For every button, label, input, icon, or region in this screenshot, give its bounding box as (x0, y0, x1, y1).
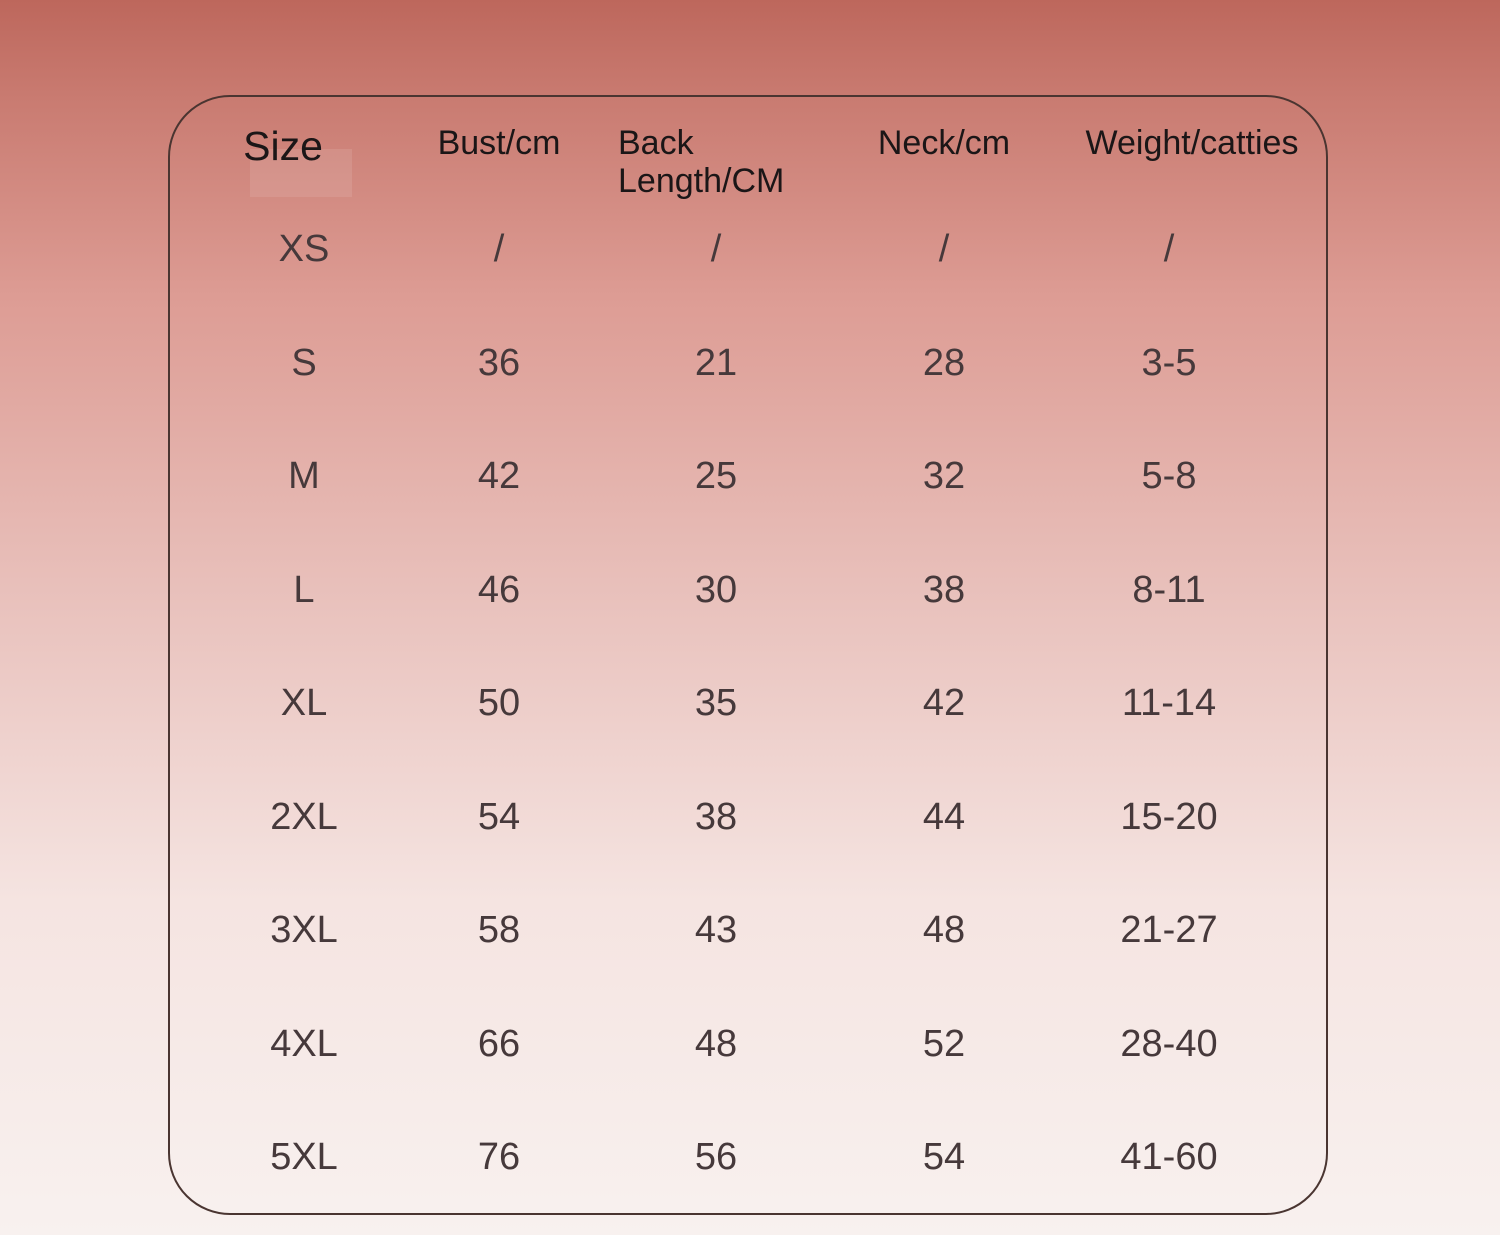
row-label: 5XL (270, 1136, 338, 1179)
table-cell: 48 (694, 1022, 738, 1065)
column-header-back-length: Back Length/CM (602, 97, 830, 200)
table-cell: 38 (922, 568, 966, 611)
table-cell: 52 (922, 1022, 966, 1065)
table-cell: 66 (477, 1022, 521, 1065)
size-chart-card: Size Bust/cm Back Length/CM Neck/cm Weig… (168, 95, 1328, 1215)
table-cell: 56 (694, 1136, 738, 1179)
table-cell: 44 (922, 795, 966, 838)
table-cell: / (1163, 228, 1175, 271)
table-cell: 28-40 (1120, 1022, 1218, 1065)
table-cell: 38 (694, 795, 738, 838)
column-header-label: Bust/cm (437, 124, 561, 162)
table-cell: 21-27 (1120, 909, 1218, 952)
table-cell: 58 (477, 909, 521, 952)
table-cell: 50 (477, 682, 521, 725)
table-cell: 32 (922, 455, 966, 498)
table-cell: 54 (477, 795, 521, 838)
table-cell: 30 (694, 568, 738, 611)
row-label: XL (280, 682, 328, 725)
column-header-size: Size (170, 97, 396, 193)
row-label: 4XL (270, 1022, 338, 1065)
table-cell: 3-5 (1141, 341, 1197, 384)
column-header-label: Back Length/CM (618, 124, 785, 201)
table-cell: 8-11 (1132, 568, 1206, 611)
table-cell: 11-14 (1121, 682, 1217, 725)
size-table: Size Bust/cm Back Length/CM Neck/cm Weig… (170, 97, 1326, 1213)
table-cell: 28 (922, 341, 966, 384)
table-cell: / (938, 228, 950, 271)
table-cell: 21 (694, 341, 738, 384)
column-header-label: Size (243, 123, 323, 169)
column-header-bust: Bust/cm (396, 97, 602, 193)
table-cell: 15-20 (1120, 795, 1218, 838)
table-cell: 41-60 (1120, 1136, 1218, 1179)
table-cell: 43 (694, 909, 738, 952)
row-label: L (293, 568, 315, 611)
table-cell: 54 (922, 1136, 966, 1179)
column-header-neck: Neck/cm (830, 97, 1058, 193)
table-cell: 42 (477, 455, 521, 498)
row-label: S (291, 341, 317, 384)
table-cell: 5-8 (1141, 455, 1197, 498)
table-cell: 35 (694, 682, 738, 725)
row-label: 2XL (270, 795, 338, 838)
row-label: M (288, 455, 320, 498)
column-header-weight: Weight/catties (1058, 97, 1326, 193)
table-cell: 42 (922, 682, 966, 725)
row-label: XS (278, 228, 330, 271)
column-header-label: Weight/catties (1085, 124, 1299, 162)
table-cell: 46 (477, 568, 521, 611)
column-header-label: Neck/cm (877, 124, 1011, 162)
table-cell: 48 (922, 909, 966, 952)
table-cell: 76 (477, 1136, 521, 1179)
table-cell: 25 (694, 455, 738, 498)
table-cell: / (710, 228, 722, 271)
table-cell: 36 (477, 341, 521, 384)
highlight-patch (250, 149, 352, 197)
row-label: 3XL (270, 909, 338, 952)
table-cell: / (493, 228, 505, 271)
